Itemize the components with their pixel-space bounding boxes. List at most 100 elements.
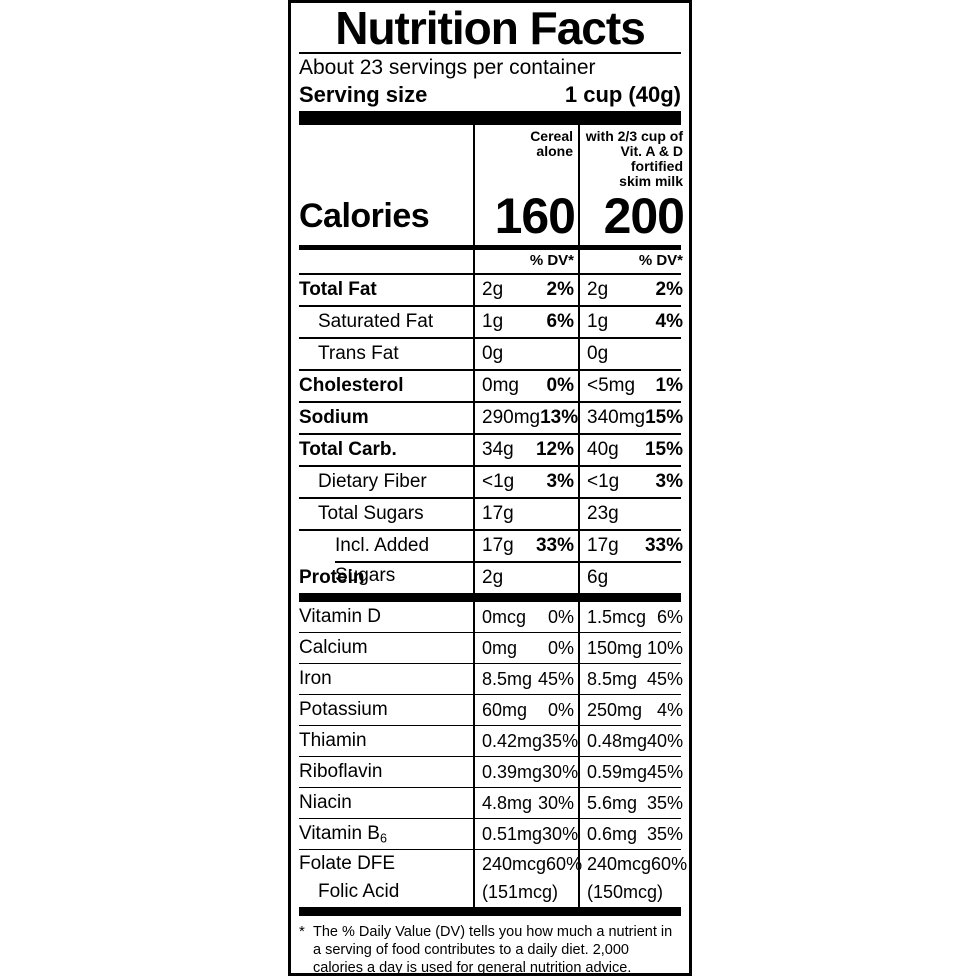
folate-cereal-cell: 240mcg 60% (151mcg) xyxy=(473,850,582,907)
micronutrient-cereal-dv: 30% xyxy=(537,793,574,813)
folate-line1: Folate DFE xyxy=(299,853,396,874)
folate-line2: Folic Acid xyxy=(318,881,400,902)
nutrient-with-milk-cell: <1g 3% xyxy=(578,467,687,497)
column-header-milk-line2: Vit. A & D fortified xyxy=(620,143,684,174)
micronutrient-name: Calcium xyxy=(299,637,368,658)
nutrition-facts-label: Nutrition Facts About 23 servings per co… xyxy=(288,0,692,976)
nutrient-with-milk-amount: <5mg xyxy=(587,375,636,396)
row-divider xyxy=(299,694,681,695)
micronutrient-with-milk-dv: 45% xyxy=(647,762,684,782)
nutrient-with-milk-dv: 4% xyxy=(655,311,683,332)
row-divider xyxy=(299,818,681,819)
micronutrient-divider-bar xyxy=(299,593,681,602)
daily-value-header-row: % DV* % DV* xyxy=(299,250,683,275)
nutrient-cereal-dv: 6% xyxy=(546,311,574,332)
row-divider xyxy=(299,756,681,757)
folate-with-milk-amount: 240mcg xyxy=(587,854,652,874)
micronutrient-cereal-dv: 30% xyxy=(542,824,579,844)
footnote: * The % Daily Value (DV) tells you how m… xyxy=(299,916,681,977)
row-divider xyxy=(299,337,681,339)
micronutrient-cereal-amount: 4.8mg xyxy=(482,793,533,813)
dv-header-spacer xyxy=(299,250,473,273)
header-divider-bar xyxy=(299,111,681,125)
nutrient-with-milk-dv: 15% xyxy=(645,407,684,428)
footnote-text: The % Daily Value (DV) tells you how muc… xyxy=(313,924,673,976)
micronutrient-cereal-amount: 0mg xyxy=(482,638,518,658)
nutrient-with-milk-dv: 3% xyxy=(655,471,683,492)
nutrient-name: Saturated Fat xyxy=(318,311,434,332)
micronutrient-cereal-amount: 60mg xyxy=(482,700,528,720)
nutrient-name: Trans Fat xyxy=(318,343,399,364)
column-header-spacer xyxy=(299,125,473,187)
micronutrient-with-milk-amount: 250mg xyxy=(587,700,643,720)
nutrient-cereal-amount: 1g xyxy=(482,311,504,332)
micronutrient-with-milk-dv: 35% xyxy=(646,824,683,844)
nutrient-cereal-cell: 17g 33% xyxy=(473,531,578,561)
column-header-milk-line3: skim milk xyxy=(619,173,683,189)
micronutrient-with-milk-cell: 1.5mcg 6% xyxy=(578,602,687,632)
row-divider xyxy=(299,497,681,499)
serving-size-value: 1 cup (40g) xyxy=(564,82,681,107)
micronutrient-with-milk-cell: 0.6mg 35% xyxy=(578,819,687,849)
nutrient-cereal-dv: 2% xyxy=(546,279,574,300)
calories-divider xyxy=(299,245,681,250)
micronutrient-with-milk-cell: 150mg 10% xyxy=(578,633,687,663)
micronutrient-with-milk-cell: 250mg 4% xyxy=(578,695,687,725)
micronutrient-cereal-cell: 0mcg 0% xyxy=(473,602,578,632)
calories-value-cereal: 160 xyxy=(473,187,578,245)
nutrient-cereal-cell: 34g 12% xyxy=(473,435,578,465)
micronutrient-name: Thiamin xyxy=(299,730,367,751)
nutrient-name: Total Carb. xyxy=(299,439,397,460)
micronutrient-with-milk-amount: 5.6mg xyxy=(587,793,638,813)
row-divider xyxy=(299,632,681,633)
column-header-cereal-line1: Cereal xyxy=(530,128,573,144)
folate-with-milk-dv: 60% xyxy=(651,854,688,874)
micronutrient-with-milk-dv: 4% xyxy=(656,700,683,720)
row-divider xyxy=(299,369,681,371)
micronutrient-row: Riboflavin 0.39mg 30% 0.59mg 45% xyxy=(299,757,683,787)
micronutrient-name: Riboflavin xyxy=(299,761,383,782)
nutrient-with-milk-amount: 340mg xyxy=(587,407,646,428)
micronutrient-cereal-amount: 0.39mg xyxy=(482,762,543,782)
micronutrient-with-milk-cell: 5.6mg 35% xyxy=(578,788,687,818)
label-title: Nutrition Facts xyxy=(299,3,681,54)
nutrient-with-milk-cell: 2g 2% xyxy=(578,275,687,305)
micronutrient-row: Vitamin B6 0.51mg 30% 0.6mg 35% xyxy=(299,819,683,849)
micronutrient-name: Potassium xyxy=(299,699,388,720)
nutrient-cereal-cell: 290mg 13% xyxy=(473,403,578,433)
nutrient-cereal-amount: 17g xyxy=(482,503,514,524)
nutrient-row: Cholesterol 0mg 0% <5mg 1% xyxy=(299,371,683,401)
row-divider xyxy=(299,305,681,307)
nutrient-with-milk-amount: 40g xyxy=(587,439,619,460)
micronutrient-cereal-cell: 0mg 0% xyxy=(473,633,578,663)
nutrient-with-milk-cell: 0g xyxy=(578,339,687,369)
nutrient-cereal-amount: 2g xyxy=(482,567,504,588)
nutrient-name: Dietary Fiber xyxy=(318,471,427,492)
nutrient-name: Total Sugars xyxy=(318,503,424,524)
nutrient-with-milk-cell: 6g xyxy=(578,563,687,593)
footnote-asterisk: * xyxy=(299,923,305,940)
nutrient-with-milk-amount: 23g xyxy=(587,503,619,524)
micronutrient-with-milk-dv: 40% xyxy=(647,731,684,751)
micronutrient-cereal-cell: 8.5mg 45% xyxy=(473,664,578,694)
micronutrient-cereal-cell: 4.8mg 30% xyxy=(473,788,578,818)
folate-cereal-dv: 60% xyxy=(546,854,583,874)
nutrient-cereal-amount: 17g xyxy=(482,535,514,556)
nutrient-with-milk-cell: 23g xyxy=(578,499,687,529)
micronutrient-with-milk-amount: 0.6mg xyxy=(587,824,638,844)
nutrient-rows: Total Fat 2g 2% 2g 2% Saturated Fat 1g 6% 1g 4% Tr… xyxy=(299,275,683,593)
nutrient-row: Total Carb. 34g 12% 40g 15% xyxy=(299,435,683,465)
calories-row: Calories 160 200 xyxy=(299,187,685,245)
column-header-with-milk: with 2/3 cup of Vit. A & D fortified ski… xyxy=(578,125,687,189)
micronutrient-row: Thiamin 0.42mg 35% 0.48mg 40% xyxy=(299,726,683,756)
nutrient-row: Incl. Added Sugars 17g 33% 17g 33% xyxy=(299,531,683,586)
nutrient-name: Total Fat xyxy=(299,279,377,300)
nutrient-cereal-amount: 2g xyxy=(482,279,504,300)
row-divider xyxy=(299,787,681,788)
nutrient-row: Total Fat 2g 2% 2g 2% xyxy=(299,275,683,305)
micronutrient-with-milk-dv: 35% xyxy=(646,793,683,813)
nutrient-cereal-amount: 34g xyxy=(482,439,514,460)
nutrient-with-milk-cell: 340mg 15% xyxy=(578,403,687,433)
nutrient-name: Protein xyxy=(299,567,365,588)
micronutrient-with-milk-dv: 10% xyxy=(646,638,683,658)
